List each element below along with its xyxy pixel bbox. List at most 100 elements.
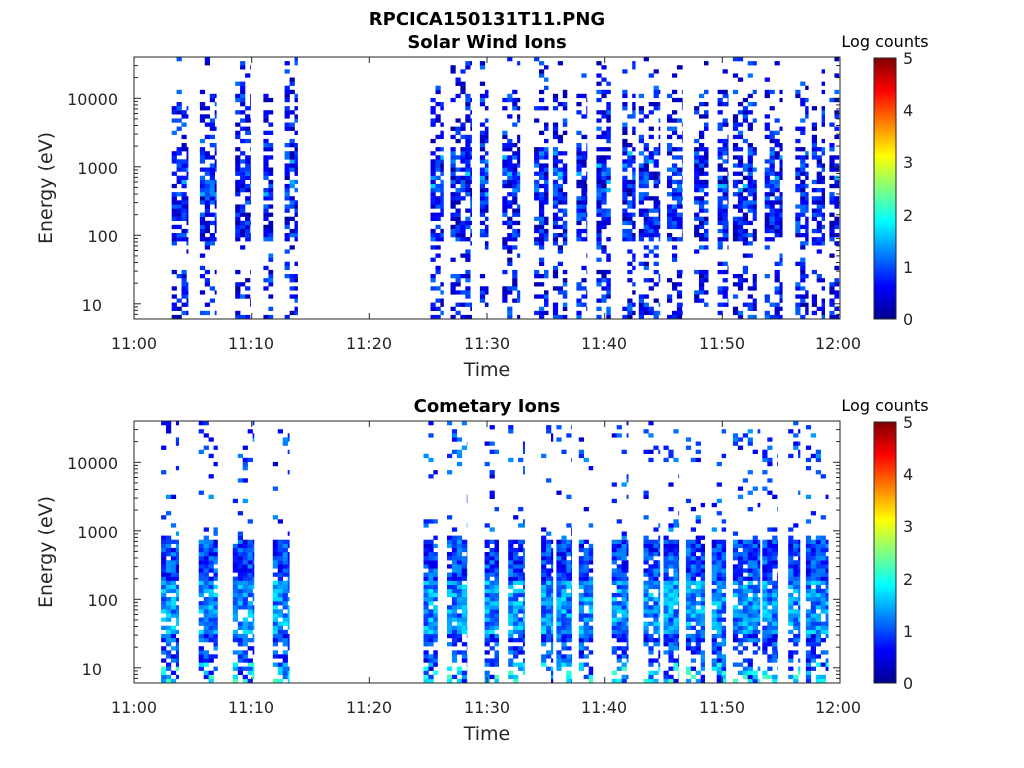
heatmap-cell bbox=[621, 564, 627, 569]
heatmap-cell bbox=[821, 241, 825, 246]
heatmap-cell bbox=[203, 580, 209, 585]
heatmap-cell bbox=[793, 674, 799, 680]
heatmap-cell bbox=[643, 543, 649, 549]
heatmap-cell bbox=[461, 539, 467, 544]
heatmap-cell bbox=[611, 592, 617, 598]
heatmap-cell bbox=[681, 224, 683, 230]
heatmap-cell bbox=[810, 601, 816, 606]
heatmap-cell bbox=[272, 629, 278, 635]
heatmap-cell bbox=[512, 245, 518, 250]
heatmap-cell bbox=[465, 286, 471, 291]
heatmap-cell bbox=[489, 658, 495, 663]
heatmap-cell bbox=[433, 654, 438, 659]
heatmap-cell bbox=[722, 290, 728, 295]
heatmap-cell bbox=[247, 429, 253, 434]
heatmap-cell bbox=[716, 564, 722, 569]
heatmap-cell bbox=[777, 650, 778, 655]
heatmap-cell bbox=[667, 208, 673, 213]
heatmap-cell bbox=[502, 167, 508, 172]
colorbar-label: Log counts bbox=[841, 32, 928, 51]
heatmap-cell bbox=[795, 261, 801, 266]
heatmap-cell bbox=[616, 564, 622, 569]
heatmap-cell bbox=[727, 224, 729, 230]
heatmap-cell bbox=[721, 670, 727, 675]
heatmap-cell bbox=[544, 216, 549, 221]
heatmap-cell bbox=[632, 265, 636, 271]
heatmap-cell bbox=[556, 576, 562, 581]
heatmap-cell bbox=[576, 212, 582, 217]
heatmap-cell bbox=[440, 106, 444, 111]
heatmap-cell bbox=[277, 564, 283, 569]
heatmap-cell bbox=[461, 642, 467, 647]
heatmap-cell bbox=[214, 224, 217, 230]
heatmap-cell bbox=[601, 147, 607, 152]
heatmap-cell bbox=[732, 57, 739, 62]
heatmap-cell bbox=[774, 310, 780, 316]
heatmap-cell bbox=[700, 605, 705, 610]
heatmap-cell bbox=[166, 539, 172, 544]
heatmap-cell bbox=[479, 298, 486, 303]
heatmap-cell bbox=[561, 646, 567, 651]
heatmap-cell bbox=[571, 576, 572, 581]
heatmap-cell bbox=[245, 155, 251, 160]
heatmap-cell bbox=[653, 147, 659, 152]
heatmap-cell bbox=[611, 556, 617, 561]
heatmap-cell bbox=[208, 605, 214, 610]
heatmap-cell bbox=[466, 552, 468, 557]
heatmap-cell bbox=[546, 588, 552, 594]
heatmap-cell bbox=[805, 658, 812, 663]
heatmap-cell bbox=[663, 564, 669, 569]
heatmap-cell bbox=[834, 126, 840, 131]
heatmap-cell bbox=[805, 654, 812, 659]
heatmap-cell bbox=[774, 175, 780, 180]
heatmap-cell bbox=[245, 163, 251, 168]
heatmap-cell bbox=[450, 134, 456, 140]
heatmap-cell bbox=[175, 642, 179, 647]
heatmap-cell bbox=[507, 179, 513, 185]
heatmap-cell bbox=[653, 658, 659, 663]
heatmap-cell bbox=[556, 572, 562, 577]
heatmap-cell bbox=[507, 192, 513, 197]
heatmap-cell bbox=[252, 584, 255, 590]
heatmap-cell bbox=[829, 237, 835, 242]
heatmap-cell bbox=[430, 274, 436, 279]
heatmap-cell bbox=[252, 568, 255, 573]
heatmap-cell bbox=[428, 519, 434, 524]
heatmap-cell bbox=[810, 621, 816, 626]
heatmap-cell bbox=[209, 200, 215, 205]
heatmap-cell bbox=[626, 539, 629, 544]
heatmap-cell bbox=[181, 110, 187, 115]
heatmap-cell bbox=[571, 588, 572, 594]
heatmap-cell bbox=[581, 151, 587, 156]
heatmap-cell bbox=[643, 155, 649, 160]
heatmap-cell bbox=[621, 597, 627, 602]
heatmap-cell bbox=[717, 196, 723, 201]
heatmap-cell bbox=[546, 633, 552, 639]
heatmap-cell bbox=[752, 674, 758, 680]
heatmap-cell bbox=[517, 233, 521, 238]
heatmap-cell bbox=[752, 609, 758, 614]
heatmap-cell bbox=[825, 539, 829, 544]
heatmap-cell bbox=[465, 179, 471, 185]
heatmap-cell bbox=[566, 646, 572, 651]
heatmap-cell bbox=[571, 597, 572, 602]
heatmap-cell bbox=[601, 77, 607, 82]
heatmap-cell bbox=[479, 212, 486, 217]
heatmap-cell bbox=[694, 233, 700, 238]
heatmap-cell bbox=[209, 126, 215, 131]
heatmap-cell bbox=[237, 588, 243, 594]
heatmap-cell bbox=[606, 253, 611, 258]
heatmap-cell bbox=[800, 265, 806, 271]
heatmap-cell bbox=[810, 580, 816, 585]
heatmap-cell bbox=[294, 208, 298, 213]
heatmap-cell bbox=[576, 286, 582, 291]
heatmap-cell bbox=[175, 556, 179, 561]
heatmap-cell bbox=[544, 196, 549, 201]
heatmap-cell bbox=[658, 102, 661, 107]
heatmap-cell bbox=[834, 282, 840, 287]
heatmap-cell bbox=[294, 200, 298, 205]
heatmap-cell bbox=[213, 543, 218, 549]
heatmap-cell bbox=[695, 572, 701, 577]
heatmap-cell bbox=[518, 556, 524, 561]
heatmap-cell bbox=[658, 274, 661, 279]
